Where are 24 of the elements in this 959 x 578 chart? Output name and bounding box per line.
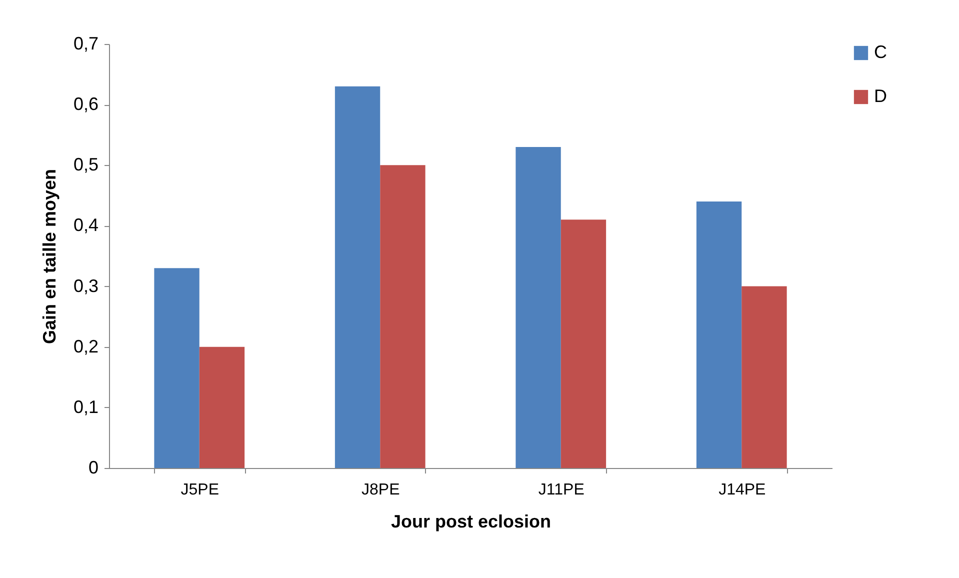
bar [334, 86, 380, 468]
bar [380, 165, 426, 468]
bar [199, 346, 245, 468]
x-tick-label: J5PE [180, 482, 219, 498]
y-axis-title: Gain en taille moyen [39, 168, 60, 344]
y-tick-label: 0,6 [73, 94, 98, 114]
bar [742, 286, 787, 468]
bar [516, 146, 561, 468]
bar [154, 268, 200, 468]
legend-label: D [874, 86, 887, 106]
y-tick-label: 0 [88, 458, 98, 478]
y-tick-label: 0,7 [73, 34, 98, 54]
x-tick-label: J8PE [362, 482, 400, 498]
legend-label: C [874, 42, 887, 62]
x-tick-label: J11PE [538, 482, 584, 498]
y-tick-label: 0,4 [73, 215, 98, 236]
bar [696, 201, 742, 468]
y-tick-label: 0,3 [73, 276, 98, 296]
y-tick-label: 0,1 [73, 396, 98, 417]
y-tick-label: 0,5 [73, 154, 98, 175]
bar [560, 220, 606, 468]
y-tick-label: 0,2 [73, 336, 98, 356]
x-axis-title: Jour post eclosion [390, 512, 552, 532]
x-tick-label: J14PE [718, 482, 766, 498]
